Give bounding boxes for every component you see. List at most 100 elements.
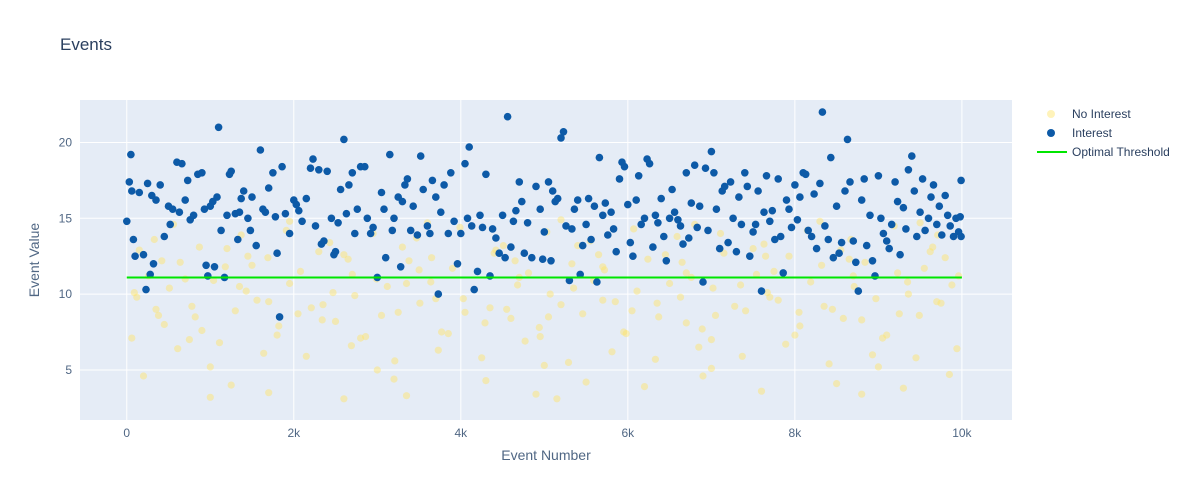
point-interest[interactable]: [419, 185, 428, 194]
point-interest[interactable]: [837, 238, 846, 247]
point-no-interest[interactable]: [644, 255, 652, 263]
point-interest[interactable]: [453, 260, 462, 268]
point-no-interest[interactable]: [244, 252, 252, 260]
point-interest[interactable]: [498, 211, 507, 220]
point-no-interest[interactable]: [858, 390, 866, 398]
point-no-interest[interactable]: [763, 289, 771, 297]
point-no-interest[interactable]: [188, 302, 196, 310]
point-interest[interactable]: [782, 196, 791, 204]
point-interest[interactable]: [547, 257, 555, 265]
point-interest[interactable]: [306, 164, 315, 172]
point-no-interest[interactable]: [774, 296, 782, 304]
point-no-interest[interactable]: [557, 216, 565, 224]
point-interest[interactable]: [298, 217, 306, 226]
point-interest[interactable]: [829, 253, 838, 262]
point-interest[interactable]: [214, 123, 223, 132]
point-no-interest[interactable]: [286, 217, 294, 225]
point-interest[interactable]: [573, 196, 582, 204]
point-no-interest[interactable]: [628, 307, 636, 315]
point-no-interest[interactable]: [825, 360, 833, 368]
point-interest[interactable]: [609, 225, 618, 233]
point-interest[interactable]: [933, 220, 941, 229]
point-interest[interactable]: [202, 261, 210, 270]
point-no-interest[interactable]: [807, 278, 815, 286]
point-interest[interactable]: [390, 214, 398, 223]
point-interest[interactable]: [463, 214, 472, 223]
point-interest[interactable]: [345, 181, 353, 189]
point-interest[interactable]: [751, 220, 760, 229]
point-no-interest[interactable]: [331, 317, 340, 325]
point-interest[interactable]: [695, 202, 704, 210]
legend[interactable]: No Interest Interest Optimal Threshold: [1037, 107, 1170, 159]
point-interest[interactable]: [726, 178, 735, 186]
point-interest[interactable]: [334, 219, 342, 227]
point-interest[interactable]: [584, 194, 593, 203]
point-interest[interactable]: [457, 229, 465, 238]
point-interest[interactable]: [827, 153, 835, 162]
point-interest[interactable]: [938, 231, 946, 239]
point-no-interest[interactable]: [405, 257, 413, 265]
point-interest[interactable]: [852, 258, 860, 267]
point-interest[interactable]: [348, 169, 357, 177]
point-interest[interactable]: [835, 249, 843, 257]
point-interest[interactable]: [787, 223, 796, 232]
point-no-interest[interactable]: [362, 333, 370, 341]
point-no-interest[interactable]: [383, 282, 391, 291]
point-interest[interactable]: [793, 216, 802, 224]
point-no-interest[interactable]: [275, 322, 283, 330]
point-no-interest[interactable]: [544, 313, 553, 321]
point-no-interest[interactable]: [760, 240, 768, 248]
point-interest[interactable]: [576, 270, 584, 279]
point-interest[interactable]: [518, 197, 526, 206]
point-interest[interactable]: [398, 197, 407, 206]
point-no-interest[interactable]: [861, 258, 869, 266]
point-no-interest[interactable]: [511, 257, 519, 265]
point-no-interest[interactable]: [795, 308, 803, 316]
point-interest[interactable]: [804, 226, 812, 235]
point-interest[interactable]: [152, 196, 160, 204]
point-no-interest[interactable]: [318, 316, 326, 324]
point-no-interest[interactable]: [340, 251, 348, 259]
point-interest[interactable]: [868, 257, 877, 265]
point-no-interest[interactable]: [651, 355, 660, 363]
point-no-interest[interactable]: [820, 302, 828, 310]
point-interest[interactable]: [570, 205, 579, 213]
point-no-interest[interactable]: [521, 337, 529, 345]
point-no-interest[interactable]: [195, 243, 203, 251]
point-interest[interactable]: [503, 112, 512, 121]
point-no-interest[interactable]: [791, 331, 799, 339]
point-no-interest[interactable]: [595, 251, 603, 259]
point-interest[interactable]: [142, 285, 150, 294]
point-interest[interactable]: [381, 253, 390, 262]
point-no-interest[interactable]: [599, 296, 607, 304]
point-interest[interactable]: [871, 272, 879, 280]
point-interest[interactable]: [690, 161, 699, 169]
point-interest[interactable]: [604, 231, 612, 239]
point-interest[interactable]: [776, 232, 785, 241]
point-no-interest[interactable]: [456, 223, 464, 231]
point-interest[interactable]: [849, 237, 858, 245]
point-interest[interactable]: [501, 253, 509, 262]
point-interest[interactable]: [509, 217, 518, 226]
point-interest[interactable]: [281, 209, 290, 218]
point-interest[interactable]: [302, 194, 311, 203]
point-no-interest[interactable]: [206, 393, 214, 401]
point-no-interest[interactable]: [265, 298, 273, 306]
point-interest[interactable]: [704, 226, 712, 235]
point-interest[interactable]: [665, 214, 674, 223]
point-no-interest[interactable]: [695, 343, 703, 351]
point-interest[interactable]: [336, 185, 345, 194]
point-no-interest[interactable]: [231, 307, 239, 315]
point-no-interest[interactable]: [673, 232, 681, 241]
point-interest[interactable]: [601, 199, 610, 207]
point-interest[interactable]: [674, 216, 682, 224]
point-no-interest[interactable]: [152, 305, 160, 313]
point-interest[interactable]: [175, 208, 184, 216]
point-interest[interactable]: [660, 232, 668, 241]
point-interest[interactable]: [668, 185, 676, 194]
point-no-interest[interactable]: [796, 322, 804, 330]
point-interest[interactable]: [244, 214, 252, 223]
point-no-interest[interactable]: [402, 279, 411, 288]
point-interest[interactable]: [261, 208, 270, 216]
point-interest[interactable]: [957, 232, 965, 241]
